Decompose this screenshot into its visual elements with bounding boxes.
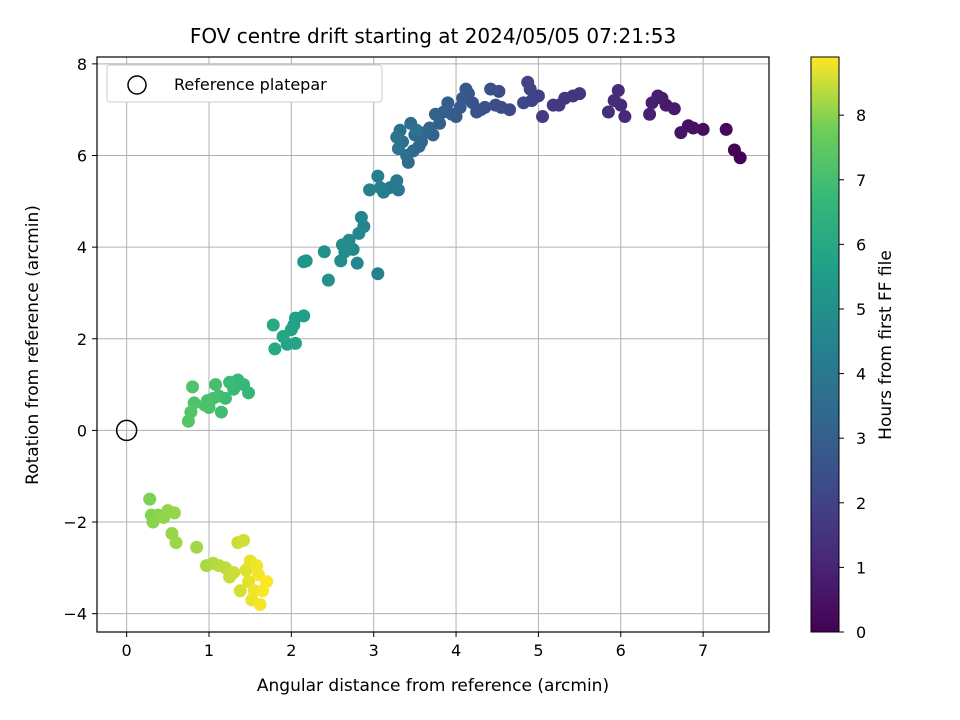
- scatter-point: [260, 575, 274, 589]
- colorbar-tick-label: 0: [856, 623, 866, 642]
- x-tick-label: 2: [286, 641, 296, 660]
- legend-marker: [127, 75, 147, 95]
- scatter-point: [227, 565, 241, 579]
- scatter-point: [237, 533, 251, 547]
- plot-frame: [96, 56, 770, 633]
- scatter-point: [299, 254, 313, 268]
- scatter-point: [334, 254, 348, 268]
- scatter-point: [143, 492, 157, 506]
- reference-point: [115, 419, 138, 442]
- colorbar-gradient: [810, 56, 840, 633]
- legend-box: [106, 64, 383, 103]
- scatter-point: [674, 126, 688, 140]
- y-tick-label: −2: [63, 513, 87, 532]
- scatter-point: [371, 169, 385, 183]
- scatter-point: [321, 273, 335, 287]
- scatter-point: [209, 378, 223, 392]
- legend-entry-label: Reference platepar: [174, 75, 327, 94]
- scatter-points: [143, 75, 747, 612]
- y-axis-ticks: −4 −2 0 2 4 6 8: [63, 55, 97, 624]
- scatter-point: [169, 536, 183, 550]
- scatter-point: [391, 142, 405, 156]
- scatter-point: [373, 181, 387, 195]
- y-tick-label: 2: [77, 330, 87, 349]
- y-tick-label: 6: [77, 147, 87, 166]
- scatter-point: [410, 123, 424, 137]
- scatter-point: [350, 256, 364, 270]
- scatter-point: [601, 105, 615, 119]
- scatter-point: [390, 130, 404, 144]
- colorbar-tick-label: 1: [856, 558, 866, 577]
- scatter-point: [167, 506, 181, 520]
- scatter-point: [428, 107, 442, 121]
- colorbar-tick-label: 4: [856, 365, 866, 384]
- colorbar-tick-label: 6: [856, 235, 866, 254]
- scatter-point: [521, 75, 535, 89]
- colorbar-tick-label: 7: [856, 171, 866, 190]
- scatter-point: [727, 143, 741, 157]
- x-tick-label: 5: [533, 641, 543, 660]
- scatter-point: [618, 110, 632, 124]
- colorbar-label: Hours from first FF file: [876, 250, 896, 440]
- scatter-point: [317, 245, 331, 259]
- scatter-point: [546, 98, 560, 112]
- scatter-point: [354, 210, 368, 224]
- scatter-point: [517, 96, 531, 110]
- scatter-point: [186, 380, 200, 394]
- scatter-point: [190, 540, 204, 554]
- y-tick-label: −4: [63, 605, 87, 624]
- scatter-point: [276, 329, 290, 343]
- scatter-point: [181, 414, 195, 428]
- colorbar-tick-label: 3: [856, 429, 866, 448]
- scatter-point: [198, 398, 212, 412]
- x-tick-label: 1: [204, 641, 214, 660]
- scatter-point: [719, 122, 733, 136]
- x-tick-label: 6: [616, 641, 626, 660]
- scatter-point: [335, 238, 349, 252]
- scatter-point: [371, 267, 385, 281]
- y-tick-label: 8: [77, 55, 87, 74]
- scatter-point: [484, 82, 498, 96]
- scatter-point: [645, 96, 659, 110]
- scatter-point: [223, 375, 237, 389]
- scatter-point: [643, 107, 657, 121]
- scatter-point: [268, 342, 282, 356]
- colorbar-tick-label: 5: [856, 300, 866, 319]
- scatter-point: [214, 405, 228, 419]
- scatter-point: [266, 318, 280, 332]
- scatter-point: [607, 94, 621, 108]
- y-tick-label: 0: [77, 421, 87, 440]
- x-tick-label: 4: [451, 641, 461, 660]
- scatter-point: [489, 98, 503, 112]
- chart-title: FOV centre drift starting at 2024/05/05 …: [190, 24, 676, 48]
- scatter-point: [352, 226, 366, 240]
- x-tick-label: 3: [369, 641, 379, 660]
- y-axis-label: Rotation from reference (arcmin): [23, 205, 43, 485]
- x-tick-label: 7: [698, 641, 708, 660]
- x-axis-label: Angular distance from reference (arcmin): [257, 676, 609, 696]
- scatter-point: [696, 122, 710, 136]
- scatter-point: [611, 83, 625, 97]
- colorbar-tick-label: 8: [856, 106, 866, 125]
- scatter-point: [363, 183, 377, 197]
- colorbar-ticks: 0 1 2 3 4 5 6 7 8: [839, 106, 866, 642]
- x-axis-ticks: 0 1 2 3 4 5 6 7: [122, 632, 708, 660]
- scatter-point: [253, 598, 267, 612]
- scatter-point: [536, 110, 550, 124]
- legend: Reference platepar: [106, 64, 383, 103]
- reference-marker: [115, 419, 138, 442]
- y-tick-label: 4: [77, 238, 87, 257]
- grid: [97, 57, 769, 632]
- scatter-point: [233, 584, 247, 598]
- colorbar-tick-label: 2: [856, 494, 866, 513]
- colorbar: 0 1 2 3 4 5 6 7 8 Hours from first FF file: [810, 56, 896, 642]
- x-tick-label: 0: [122, 641, 132, 660]
